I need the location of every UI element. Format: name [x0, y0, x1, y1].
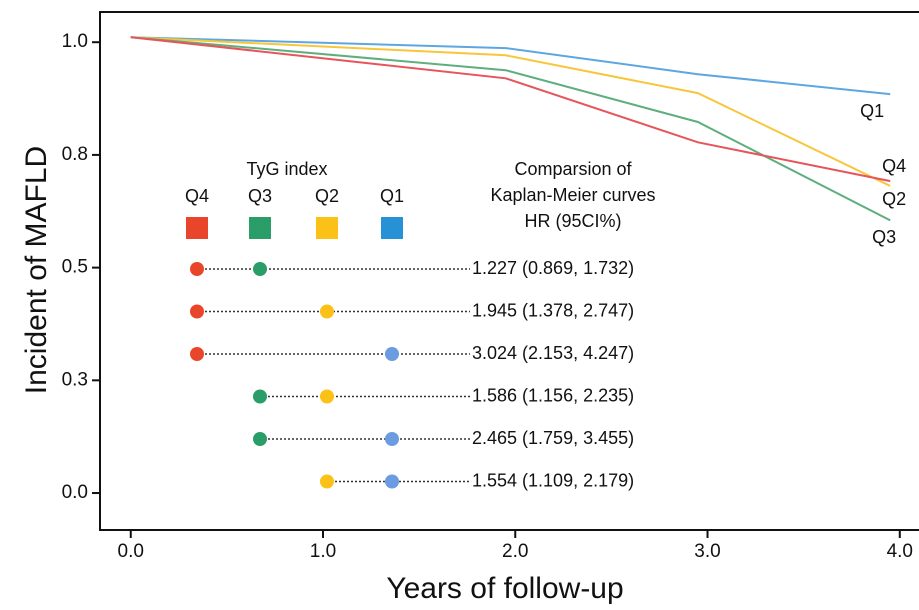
- hr-label: 3.024 (2.153, 4.247): [472, 343, 634, 363]
- hr-label: 1.227 (0.869, 1.732): [472, 258, 634, 278]
- inset-heading: Kaplan-Meier curves: [490, 185, 655, 205]
- group-dot: [320, 304, 334, 319]
- group-dot: [190, 347, 204, 361]
- hr-label: 1.586 (1.156, 2.235): [472, 385, 634, 405]
- series-line: [130, 36, 891, 96]
- group-dot: [385, 474, 399, 489]
- x-tick-label: 0.0: [118, 541, 144, 562]
- group-swatch: [381, 217, 403, 239]
- series-label: Q4: [882, 156, 906, 176]
- hr-label: 1.945 (1.378, 2.747): [472, 300, 634, 320]
- series-label: Q1: [860, 101, 884, 121]
- y-tick-label: 1.0: [62, 31, 88, 52]
- hr-label: 2.465 (1.759, 3.455): [472, 428, 634, 448]
- group-label: Q1: [380, 186, 404, 206]
- group-swatch: [186, 217, 208, 239]
- group-dot: [253, 262, 267, 276]
- plot-frame: [99, 11, 919, 531]
- y-tick-label: 0.3: [62, 369, 88, 390]
- x-axis-label: Years of follow-up: [386, 572, 623, 605]
- y-axis-label: Incident of MAFLD: [20, 146, 53, 394]
- series-label: Q2: [882, 189, 906, 209]
- series-line: [130, 36, 891, 222]
- series-label: Q3: [872, 227, 896, 247]
- y-tick-label: 0.5: [62, 257, 88, 278]
- series-line: [130, 36, 891, 183]
- group-dot: [385, 347, 399, 361]
- group-dot: [385, 432, 399, 446]
- group-swatch: [249, 217, 271, 239]
- y-tick-label: 0.0: [62, 482, 88, 503]
- x-tick-label: 3.0: [694, 541, 720, 562]
- group-dot: [320, 474, 334, 489]
- hr-label: 1.554 (1.109, 2.179): [472, 470, 634, 490]
- group-dot: [190, 262, 204, 276]
- x-tick-label: 1.0: [310, 541, 336, 562]
- group-label: Q3: [248, 186, 272, 206]
- group-dot: [253, 432, 267, 446]
- group-label: Q2: [315, 186, 339, 206]
- inset-title: TyG index: [246, 159, 327, 179]
- x-tick-label: 4.0: [887, 541, 913, 562]
- group-dot: [253, 389, 267, 404]
- group-dot: [320, 389, 334, 404]
- group-label: Q4: [185, 186, 209, 206]
- inset-heading: HR (95CI%): [524, 211, 621, 231]
- group-dot: [190, 304, 204, 319]
- inset-heading: Comparsion of: [514, 159, 632, 179]
- series-line: [130, 36, 891, 187]
- group-swatch: [316, 217, 338, 239]
- y-tick-label: 0.8: [62, 144, 88, 165]
- x-tick-label: 2.0: [502, 541, 528, 562]
